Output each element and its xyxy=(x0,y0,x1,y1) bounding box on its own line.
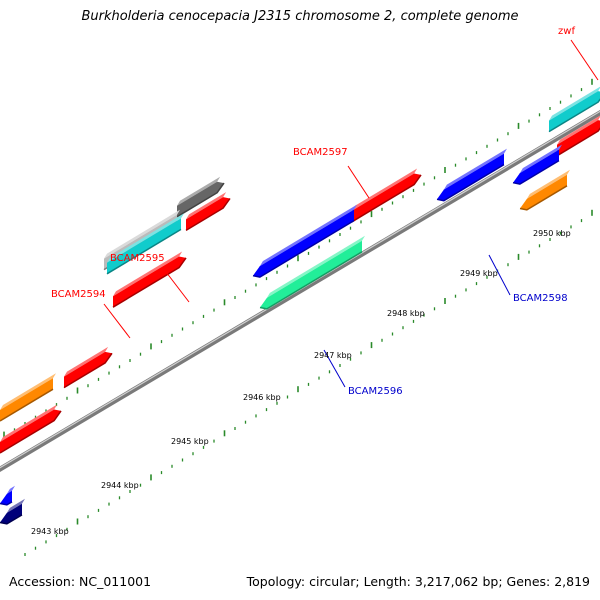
gene-feature-blue[interactable] xyxy=(512,144,562,185)
scale-labels: 2943 kbp 2944 kbp 2945 kbp 2946 kbp 2947 kbp… xyxy=(31,229,571,536)
gene-feature-red[interactable] xyxy=(351,168,422,223)
map-title: Burkholderia cenocepacia J2315 chromosom… xyxy=(81,9,519,24)
scale-label: 2945 kbp xyxy=(171,437,209,446)
gene-label-bcam2596[interactable]: BCAM2596 xyxy=(348,386,403,397)
gene-feature-blue[interactable] xyxy=(436,148,507,202)
gene-feature-blue[interactable] xyxy=(0,485,15,506)
gene-feature-cyan[interactable] xyxy=(548,86,600,133)
gene-label-leader xyxy=(103,303,131,339)
gene-feature-grey[interactable] xyxy=(176,176,225,218)
gene-feature-red[interactable] xyxy=(112,251,187,308)
gene-feature-red[interactable] xyxy=(0,404,62,454)
gene-feature-red[interactable] xyxy=(63,346,113,389)
gene-feature-navy[interactable] xyxy=(0,498,25,525)
scale-label: 2943 kbp xyxy=(31,527,69,536)
gene-label-bcam2594[interactable]: BCAM2594 xyxy=(51,289,106,300)
accession-text: Accession: NC_011001 xyxy=(9,574,152,589)
genome-summary-text: Topology: circular; Length: 3,217,062 bp… xyxy=(246,574,590,589)
scale-label: 2944 kbp xyxy=(101,481,139,490)
gene-label-leader xyxy=(323,349,346,388)
gene-feature-blue[interactable] xyxy=(252,204,357,278)
gene-feature-mint[interactable] xyxy=(259,235,365,310)
gene-label-leader xyxy=(570,39,599,81)
gene-label-leader xyxy=(488,254,511,296)
gene-label-leader xyxy=(162,267,190,303)
gene-label-bcam2597[interactable]: BCAM2597 xyxy=(293,147,348,158)
gene-label-zwf[interactable]: zwf xyxy=(558,26,575,37)
scale-label: 2949 kbp xyxy=(460,269,498,278)
gene-label-leader xyxy=(347,165,370,199)
scale-label: 2950 kbp xyxy=(533,229,571,238)
gene-feature-red[interactable] xyxy=(556,115,600,157)
gene-feature-orange[interactable] xyxy=(0,373,56,422)
scale-label: 2946 kbp xyxy=(243,393,281,402)
gene-label-bcam2595[interactable]: BCAM2595 xyxy=(110,253,165,264)
tick-marks xyxy=(3,78,593,556)
gene-label-bcam2598[interactable]: BCAM2598 xyxy=(513,293,568,304)
gene-labels: zwf BCAM2597 BCAM2595 BCAM2594 BCAM2598 BCAM2… xyxy=(51,26,575,397)
gene-feature-red[interactable] xyxy=(185,192,231,232)
scale-label: 2948 kbp xyxy=(387,309,425,318)
gene-feature-cyan[interactable] xyxy=(106,213,184,275)
gene-feature-orange[interactable] xyxy=(519,169,570,211)
gene-features xyxy=(0,86,600,525)
label-leaders xyxy=(103,39,599,388)
scale-label: 2947 kbp xyxy=(314,351,352,360)
